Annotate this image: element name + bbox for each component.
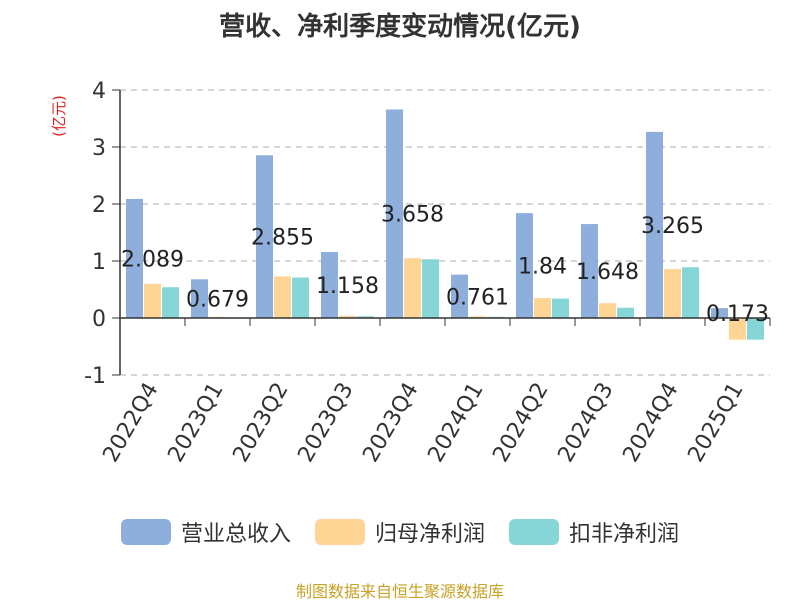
bar-revenue [256, 155, 273, 318]
legend-label: 扣非净利润 [569, 522, 680, 547]
data-label: 1.158 [316, 274, 379, 299]
data-label: 0.679 [186, 288, 249, 313]
bar-revenue [646, 131, 663, 318]
bar-revenue [191, 279, 208, 318]
bar-revenue [581, 224, 598, 318]
data-label: 0.761 [446, 285, 509, 310]
bar-deducted-profit [162, 287, 179, 318]
source-note: 制图数据来自恒生聚源数据库 [295, 582, 504, 601]
legend-swatch [509, 519, 559, 545]
data-label: 0.173 [706, 302, 769, 327]
data-label: 1.648 [576, 260, 639, 285]
bar-deducted-profit [292, 277, 309, 318]
x-tick-label: 2022Q4 [98, 379, 163, 467]
bar-revenue [516, 213, 533, 318]
chart-title: 营收、净利季度变动情况(亿元) [219, 12, 581, 42]
y-tick-label: 2 [92, 193, 106, 218]
legend: 营业总收入 归母净利润 扣非净利润 [0, 516, 800, 548]
bar-net-profit [599, 303, 616, 318]
y-tick-label: 4 [92, 79, 106, 104]
y-tick-label: -1 [84, 364, 106, 389]
x-tick-label: 2024Q3 [553, 379, 618, 467]
bar-revenue [451, 274, 468, 318]
data-label: 3.658 [381, 203, 444, 228]
bar-net-profit [274, 276, 291, 318]
legend-swatch [120, 519, 171, 545]
x-tick-label: 2024Q4 [618, 379, 683, 467]
x-tick-label: 2023Q2 [228, 379, 293, 467]
x-tick-label: 2023Q3 [293, 379, 358, 467]
y-tick-label: 0 [92, 307, 106, 332]
bar-deducted-profit [747, 318, 764, 340]
x-tick-label: 2024Q2 [488, 379, 553, 467]
bar-revenue [386, 109, 403, 318]
bar-net-profit [534, 298, 551, 318]
x-tick-label: 2025Q1 [683, 379, 748, 467]
data-label: 1.84 [518, 255, 567, 280]
legend-item[interactable]: 归母净利润 [314, 516, 485, 548]
bar-net-profit [144, 283, 161, 318]
x-tick-label: 2023Q1 [163, 379, 228, 467]
bar-revenue [126, 198, 143, 318]
bar-net-profit [404, 258, 421, 318]
data-label: 2.089 [121, 247, 184, 272]
bar-deducted-profit [422, 259, 439, 318]
y-tick-label: 1 [92, 250, 106, 275]
bar-deducted-profit [357, 316, 374, 318]
bar-net-profit [729, 318, 746, 340]
bar-revenue [321, 251, 338, 318]
legend-item[interactable]: 营业总收入 [120, 516, 291, 548]
bar-deducted-profit [682, 267, 699, 318]
y-axis-label: (亿元) [50, 95, 68, 137]
legend-item[interactable]: 扣非净利润 [509, 516, 679, 548]
bar-deducted-profit [552, 298, 569, 318]
bars [126, 109, 764, 340]
data-label: 3.265 [641, 214, 704, 239]
legend-label: 营业总收入 [180, 522, 291, 547]
bar-revenue [711, 308, 728, 318]
y-tick-label: 3 [92, 136, 106, 161]
legend-swatch [314, 519, 365, 545]
bar-deducted-profit [617, 307, 634, 318]
legend-label: 归母净利润 [374, 522, 485, 547]
bar-net-profit [339, 315, 356, 318]
bar-net-profit [469, 316, 486, 318]
data-label: 2.855 [251, 226, 314, 251]
x-tick-label: 2024Q1 [423, 379, 488, 467]
x-tick-label: 2023Q4 [358, 379, 423, 467]
bar-net-profit [664, 268, 681, 318]
